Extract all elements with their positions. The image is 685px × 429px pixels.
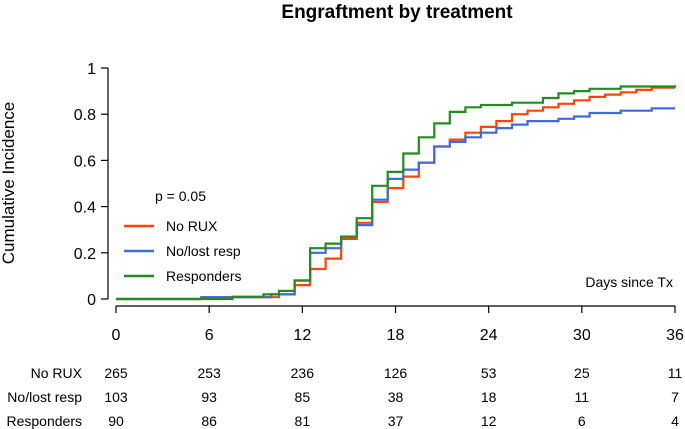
risk-value: 38: [388, 389, 404, 405]
y-tick-label: 0.8: [74, 107, 96, 124]
x-tick-label: 18: [387, 327, 405, 344]
p-value-annotation: p = 0.05: [155, 188, 206, 204]
risk-value: 11: [668, 365, 683, 381]
risk-row-label: No/lost resp: [7, 389, 82, 405]
y-tick-label: 0.6: [74, 153, 96, 170]
risk-value: 90: [108, 413, 124, 429]
incidence-curves: [116, 85, 677, 301]
y-tick-label: 0.2: [74, 246, 96, 263]
risk-value: 53: [481, 365, 497, 381]
legend: No RUX No/lost resp Responders: [124, 218, 242, 284]
risk-value: 18: [481, 389, 497, 405]
x-axis: 0 6 12 18 24 30 36: [112, 305, 684, 344]
series-line-no-rux: [116, 86, 675, 301]
legend-label-no-lost-resp: No/lost resp: [166, 243, 241, 259]
risk-value: 25: [574, 365, 590, 381]
risk-value: 253: [197, 365, 221, 381]
risk-value: 4: [671, 413, 679, 429]
y-tick-label: 0: [87, 292, 96, 309]
risk-value: 81: [295, 413, 311, 429]
x-tick-label: 6: [205, 327, 214, 344]
risk-value: 86: [201, 413, 217, 429]
x-tick-label: 12: [293, 327, 311, 344]
legend-label-no-rux: No RUX: [166, 218, 218, 234]
x-tick-label: 36: [666, 327, 684, 344]
risk-row-label: No RUX: [31, 365, 83, 381]
y-axis: 0 0.2 0.4 0.6 0.8 1: [74, 61, 109, 309]
x-tick-label: 24: [480, 327, 498, 344]
days-since-tx-label: Days since Tx: [585, 274, 673, 290]
risk-value: 93: [201, 389, 217, 405]
risk-value: 265: [104, 365, 128, 381]
risk-value: 12: [481, 413, 497, 429]
risk-row-label: Responders: [7, 413, 83, 429]
x-tick-label: 0: [112, 327, 121, 344]
risk-value: 37: [388, 413, 404, 429]
risk-value: 126: [384, 365, 408, 381]
chart-title: Engraftment by treatment: [281, 2, 513, 23]
y-tick-label: 0.4: [74, 200, 96, 217]
risk-value: 6: [578, 413, 586, 429]
x-tick-label: 30: [573, 327, 591, 344]
risk-value: 7: [671, 389, 679, 405]
legend-label-responders: Responders: [166, 268, 242, 284]
risk-value: 11: [575, 389, 590, 405]
risk-value: 85: [295, 389, 311, 405]
y-axis-label: Cumulative Incidence: [0, 102, 18, 265]
y-tick-label: 1: [87, 61, 96, 78]
risk-value: 236: [291, 365, 315, 381]
risk-value: 103: [104, 389, 128, 405]
series-line-responders: [116, 85, 677, 301]
